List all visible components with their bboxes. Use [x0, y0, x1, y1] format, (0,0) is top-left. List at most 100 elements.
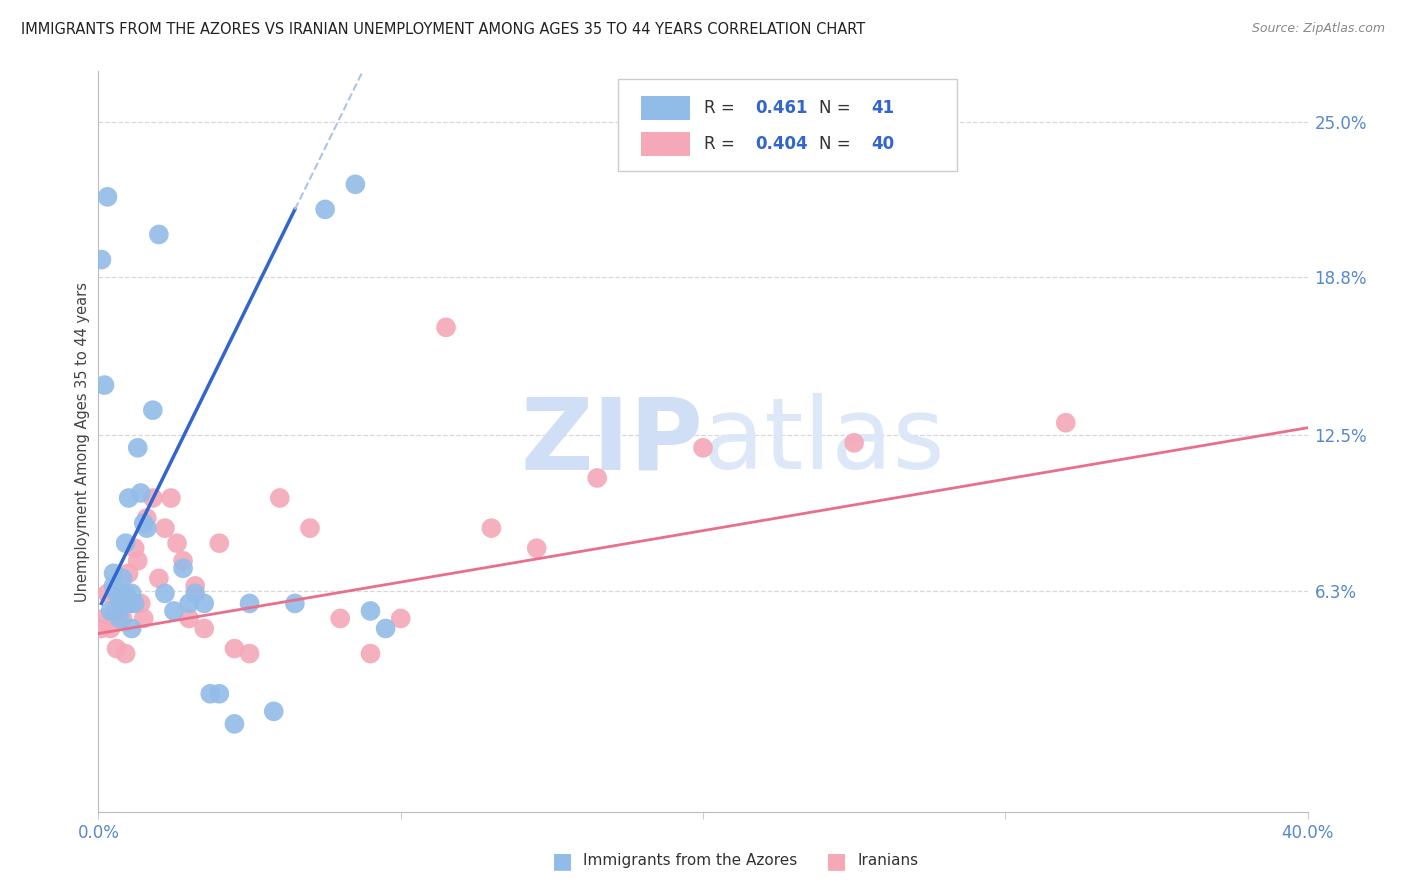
Point: [314, 202, 336, 217]
Point: [148, 571, 170, 585]
Point: [132, 516, 155, 530]
Point: [172, 554, 194, 568]
Point: [93, 611, 115, 625]
Point: [360, 604, 382, 618]
Point: [184, 579, 207, 593]
Point: [111, 571, 134, 585]
Point: [481, 521, 503, 535]
Point: [103, 611, 125, 625]
Text: 0.461: 0.461: [755, 99, 807, 117]
Text: 0.404: 0.404: [755, 135, 807, 153]
Point: [103, 579, 125, 593]
Text: ■: ■: [553, 851, 572, 871]
Text: ■: ■: [827, 851, 846, 871]
Text: Iranians: Iranians: [858, 854, 918, 868]
Point: [96, 190, 118, 204]
Point: [269, 491, 291, 505]
Point: [105, 604, 128, 618]
Text: R =: R =: [704, 135, 740, 153]
Y-axis label: Unemployment Among Ages 35 to 44 years: Unemployment Among Ages 35 to 44 years: [75, 282, 90, 601]
Point: [127, 441, 149, 455]
Point: [111, 611, 134, 625]
Point: [526, 541, 548, 556]
Point: [844, 435, 866, 450]
Point: [135, 511, 157, 525]
Point: [108, 586, 131, 600]
Point: [103, 566, 125, 581]
Text: Immigrants from the Azores: Immigrants from the Azores: [583, 854, 797, 868]
Point: [127, 554, 149, 568]
Point: [224, 717, 246, 731]
Point: [1054, 416, 1077, 430]
Point: [105, 641, 128, 656]
Point: [389, 611, 412, 625]
Point: [329, 611, 352, 625]
Text: ZIP: ZIP: [520, 393, 703, 490]
Point: [105, 586, 128, 600]
Point: [114, 586, 136, 600]
Point: [344, 178, 367, 192]
Point: [118, 596, 141, 610]
Point: [148, 227, 170, 242]
Point: [142, 403, 165, 417]
Point: [124, 541, 146, 556]
Point: [193, 622, 215, 636]
Point: [121, 622, 143, 636]
Point: [118, 491, 141, 505]
Point: [118, 566, 141, 581]
Point: [239, 596, 262, 610]
Point: [108, 611, 131, 625]
Point: [360, 647, 382, 661]
Point: [586, 471, 609, 485]
Point: [692, 441, 714, 455]
Point: [224, 641, 246, 656]
Point: [108, 596, 131, 610]
Point: [166, 536, 188, 550]
Point: [374, 622, 396, 636]
Point: [135, 521, 157, 535]
Point: [132, 611, 155, 625]
Point: [208, 536, 231, 550]
Point: [129, 486, 152, 500]
Point: [200, 687, 222, 701]
Text: 41: 41: [872, 99, 894, 117]
Text: N =: N =: [820, 135, 856, 153]
Point: [193, 596, 215, 610]
Text: atlas: atlas: [703, 393, 945, 490]
Point: [434, 320, 457, 334]
Point: [184, 586, 207, 600]
Text: 40: 40: [872, 135, 894, 153]
Point: [284, 596, 307, 610]
Point: [121, 596, 143, 610]
Point: [96, 586, 118, 600]
Point: [299, 521, 322, 535]
Point: [93, 378, 115, 392]
Point: [153, 521, 176, 535]
Point: [100, 622, 122, 636]
FancyBboxPatch shape: [619, 78, 957, 171]
Point: [90, 252, 112, 267]
Text: IMMIGRANTS FROM THE AZORES VS IRANIAN UNEMPLOYMENT AMONG AGES 35 TO 44 YEARS COR: IMMIGRANTS FROM THE AZORES VS IRANIAN UN…: [21, 22, 865, 37]
Point: [160, 491, 183, 505]
Point: [129, 596, 152, 610]
Point: [163, 604, 186, 618]
Point: [111, 591, 134, 606]
Point: [172, 561, 194, 575]
Bar: [641, 96, 690, 120]
Point: [179, 596, 201, 610]
Text: Source: ZipAtlas.com: Source: ZipAtlas.com: [1251, 22, 1385, 36]
Bar: [641, 132, 690, 155]
Point: [179, 611, 201, 625]
Point: [208, 687, 231, 701]
Point: [124, 596, 146, 610]
Point: [239, 647, 262, 661]
Point: [114, 536, 136, 550]
Point: [114, 647, 136, 661]
Point: [263, 704, 285, 718]
Point: [100, 604, 122, 618]
Point: [153, 586, 176, 600]
Point: [142, 491, 165, 505]
Point: [90, 622, 112, 636]
Text: N =: N =: [820, 99, 856, 117]
Point: [121, 586, 143, 600]
